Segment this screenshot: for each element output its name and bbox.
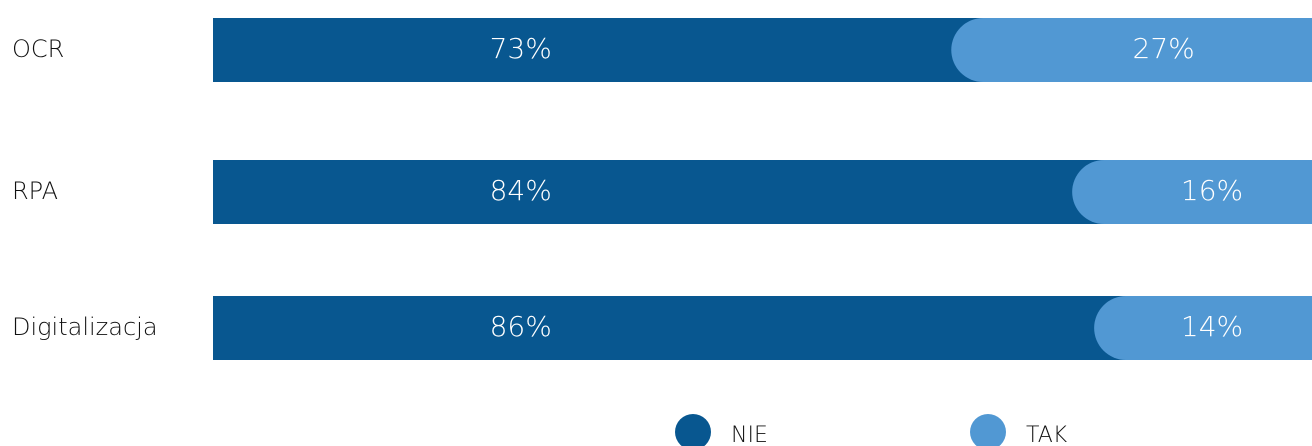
legend-label: TAK (1026, 423, 1068, 446)
value-label: 84% (490, 174, 552, 207)
value-label: 16% (1181, 174, 1243, 207)
value-label: 27% (1133, 32, 1195, 65)
bar-segment (951, 18, 1312, 82)
legend-label: NIE (731, 423, 768, 446)
bar-segment (1072, 160, 1312, 224)
value-label: 73% (490, 32, 552, 65)
bar-segment (213, 296, 1159, 360)
legend-swatch (675, 414, 711, 446)
category-label: Digitalizacja (12, 313, 158, 341)
category-label: OCR (12, 35, 64, 63)
legend-swatch (970, 414, 1006, 446)
value-label: 86% (490, 310, 552, 343)
value-label: 14% (1181, 310, 1243, 343)
bar-segment (1094, 296, 1312, 360)
bar-segment (213, 160, 1137, 224)
bar-segment (213, 18, 1016, 82)
category-label: RPA (12, 177, 58, 205)
